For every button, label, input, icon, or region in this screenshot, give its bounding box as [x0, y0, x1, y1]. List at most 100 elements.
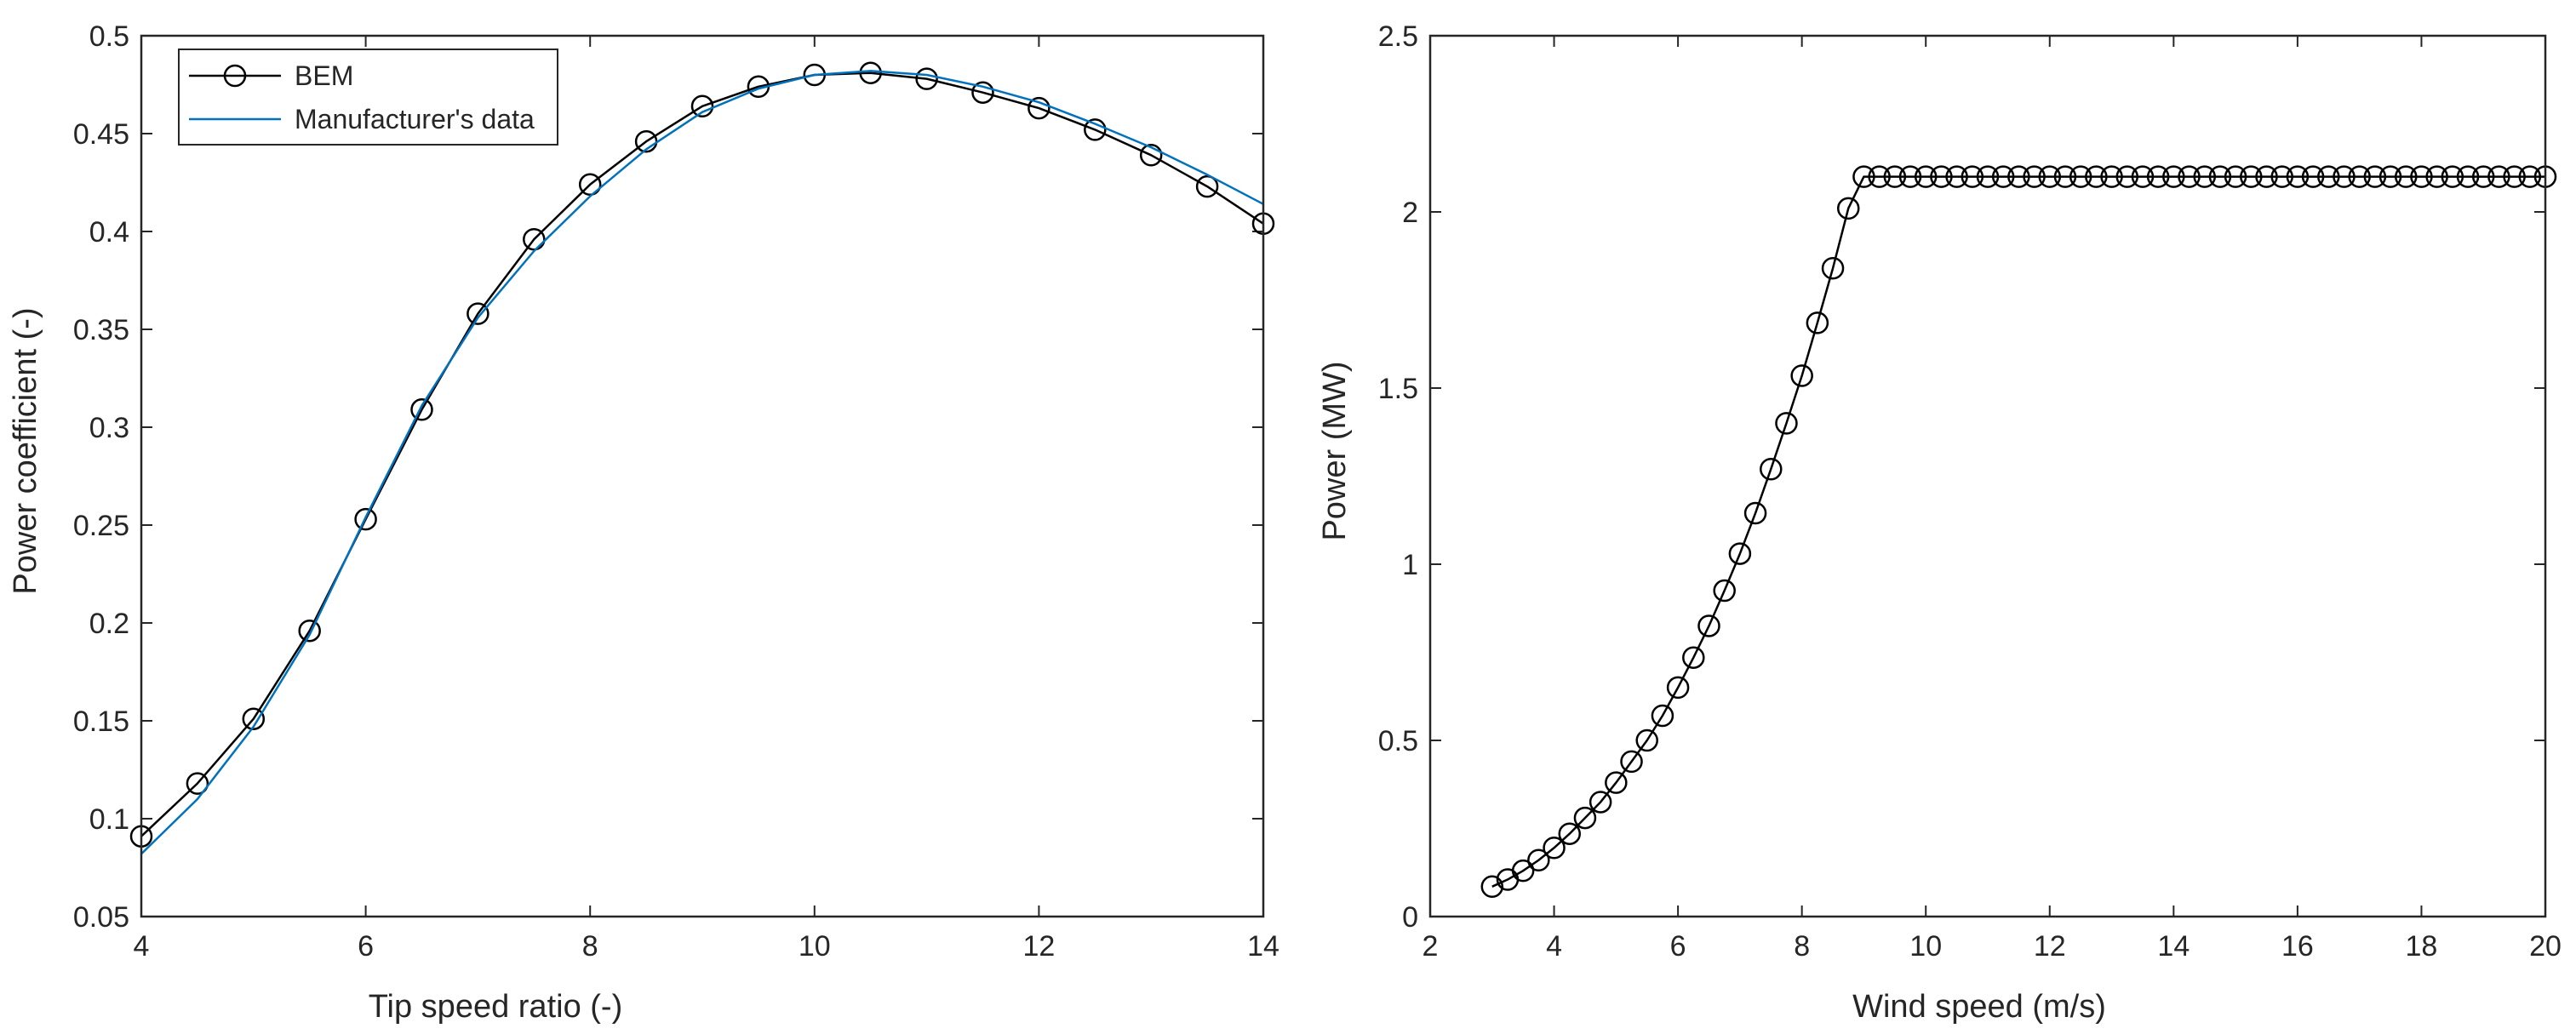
power-curve-series-power-curve-point	[2270, 165, 2293, 188]
cp-tsr-series-bem-point	[578, 173, 602, 197]
power-curve-series-power-curve-point	[1558, 822, 1581, 845]
power-curve-series-power-curve-point	[2410, 165, 2433, 188]
legend-bem-marker	[223, 64, 247, 88]
power-curve-series-power-curve-point	[2224, 165, 2247, 188]
power-curve-series-power-curve-point	[2363, 165, 2387, 188]
power-curve-series	[1480, 165, 2557, 899]
power-curve-series-power-curve-point	[1728, 542, 1752, 565]
cp-tsr-y-tick-label: 0.3	[89, 412, 129, 444]
cp-tsr-series-bem-point	[298, 619, 321, 643]
cp-tsr-y-tick-label: 0.35	[73, 314, 129, 346]
cp-tsr-x-axis-label: Tip speed ratio (-)	[369, 989, 622, 1025]
power-curve-series-power-curve-point	[1821, 256, 1845, 280]
power-curve-x-tick-label: 16	[2281, 930, 2314, 963]
cp-tsr-series-manufacturer-s-data-line	[140, 70, 1264, 855]
cp-tsr-series-bem-point	[467, 302, 489, 325]
cp-tsr-y-tick-label: 0.05	[73, 901, 129, 934]
power-curve-series-power-curve-point	[1605, 771, 1628, 794]
power-curve-series-power-curve-point	[1883, 165, 1907, 188]
power-curve-series-power-curve-point	[1930, 165, 1953, 188]
cp-tsr-series-bem-point	[242, 707, 266, 730]
power-curve-series-power-curve-point	[1837, 197, 1860, 220]
cp-tsr-y-tick-label: 0.2	[89, 608, 129, 640]
cp-tsr-y-tick-label: 0.5	[89, 20, 129, 53]
cp-tsr-series-bem-point	[971, 81, 994, 104]
power-curve-series-power-curve-point	[2208, 165, 2232, 188]
power-curve-y-tick-label: 0	[1402, 901, 1418, 934]
power-curve-series-power-curve-point	[2333, 165, 2356, 188]
power-curve-series-power-curve-point	[1790, 364, 1813, 387]
cp-tsr-y-tick-label: 0.45	[73, 118, 129, 151]
power-curve-series-power-curve-point	[2146, 165, 2170, 188]
power-curve-series-power-curve-point	[2131, 165, 2155, 188]
legend-manufacturer-label: Manufacturer's data	[295, 104, 535, 134]
power-curve-series-power-curve-point	[1620, 750, 1643, 774]
power-curve-x-tick-label: 6	[1670, 930, 1686, 963]
power-curve-series-power-curve-point	[2487, 165, 2510, 188]
power-curve-series-power-curve-point	[2379, 165, 2402, 188]
cp-tsr-y-tick-label: 0.15	[73, 706, 129, 738]
power-curve-series-power-curve-point	[2178, 165, 2201, 188]
power-curve-series-power-curve-point	[1589, 791, 1612, 814]
cp-tsr-series-bem-point	[523, 227, 546, 251]
cp-tsr-series-bem-point	[859, 61, 882, 84]
power-curve-series-power-curve-point	[2193, 165, 2216, 188]
power-curve-series-power-curve-point	[1743, 501, 1767, 525]
cp-tsr-series-bem-point	[690, 94, 714, 118]
power-curve-series-power-curve-point	[2503, 165, 2526, 188]
power-curve-series-power-curve-point	[1480, 875, 1504, 899]
power-curve-x-tick-label: 12	[2034, 930, 2066, 963]
power-curve-series-power-curve-point	[1868, 165, 1891, 188]
power-curve-x-axis-label: Wind speed (m/s)	[1852, 989, 2106, 1025]
power-curve-series-power-curve-point	[1635, 728, 1658, 752]
power-curve-series-power-curve-point	[1511, 859, 1535, 883]
power-curve-series-power-curve-point	[1991, 165, 2015, 188]
power-curve-series-power-curve-point	[2471, 165, 2495, 188]
power-curve-series-power-curve-point	[2518, 165, 2542, 188]
power-curve-x-tick-label: 18	[2406, 930, 2438, 963]
power-curve-series-power-curve-point	[2240, 165, 2263, 188]
cp-tsr-axes-box	[140, 34, 1265, 918]
power-curve-series-power-curve-point	[2007, 165, 2030, 188]
power-curve-series-power-curve-point	[2085, 165, 2108, 188]
power-curve-x-tick-label: 14	[2157, 930, 2190, 963]
cp-tsr-y-tick-label: 0.25	[73, 510, 129, 542]
power-curve-y-axis-label: Power (MW)	[1317, 361, 1353, 540]
power-curve-series-power-curve-point	[1543, 837, 1566, 860]
power-curve-series-power-curve-point	[2053, 165, 2077, 188]
cp-tsr-x-tick-label: 10	[799, 930, 831, 963]
power-curve-series-power-curve-point	[1976, 165, 2000, 188]
power-curve-series-power-curve-point	[1898, 165, 1922, 188]
cp-tsr-x-tick-label: 12	[1022, 930, 1055, 963]
power-curve-series-power-curve-point	[1945, 165, 1968, 188]
power-curve-series-power-curve-point	[1961, 165, 1984, 188]
legend-bem-label: BEM	[295, 60, 353, 91]
power-curve-y-tick-label: 1.5	[1378, 373, 1418, 405]
power-curve-x-tick-label: 8	[1794, 930, 1810, 963]
power-curve-series-power-curve-point	[2425, 165, 2448, 188]
power-curve-y-tick-label: 2	[1402, 197, 1418, 229]
power-curve-series-power-curve-point	[2100, 165, 2123, 188]
power-curve-series-power-curve-point	[2038, 165, 2062, 188]
power-curve-ticks: 2 4 6 8 10 12 14 16 18 20 0 0.5 1 1.5 2 2.5	[1378, 20, 2562, 963]
power-curve-series-power-curve-point	[1573, 806, 1597, 830]
power-curve-series-power-curve-point	[2255, 165, 2278, 188]
power-curve-series-power-curve-point	[1651, 704, 1674, 728]
power-curve-series-power-curve-point	[1806, 311, 1829, 334]
power-curve-series-power-curve-point	[1682, 646, 1705, 669]
power-curve-x-tick-label: 10	[1909, 930, 1942, 963]
cp-tsr-y-tick-label: 0.4	[89, 216, 129, 249]
power-curve-series-power-curve-point	[2023, 165, 2046, 188]
cp-tsr-series-bem-point	[410, 398, 433, 421]
power-curve-series-power-curve-point	[1852, 165, 1875, 188]
power-curve-series-power-curve-point	[1527, 848, 1550, 872]
cp-tsr-x-tick-label: 14	[1247, 930, 1279, 963]
power-curve-series-power-curve-point	[2069, 165, 2092, 188]
cp-tsr-series-bem-point	[1139, 144, 1163, 167]
cp-tsr-chart: 4 6 8 10 12 14 0.05 0.1 0.15 0.2 0.25 0.3 0.35 0.4 0.4…	[8, 20, 1279, 1025]
power-curve-y-tick-label: 0.5	[1378, 725, 1418, 757]
power-curve-series-power-curve-point	[2348, 165, 2371, 188]
cp-tsr-series	[129, 61, 1275, 855]
power-curve-series-power-curve-point	[2395, 165, 2418, 188]
